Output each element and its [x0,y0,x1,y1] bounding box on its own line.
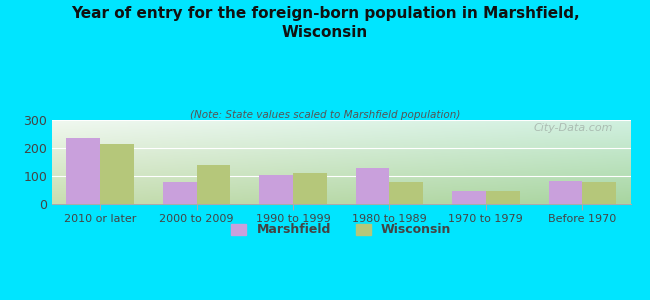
Bar [259,175,293,204]
Bar [293,172,327,204]
Bar [486,191,519,204]
Bar [452,191,486,204]
Text: (Note: State values scaled to Marshfield population): (Note: State values scaled to Marshfield… [190,110,460,119]
Bar [582,182,616,204]
Bar [389,182,423,204]
Bar [549,181,582,204]
Text: Year of entry for the foreign-born population in Marshfield,
Wisconsin: Year of entry for the foreign-born popul… [71,6,579,40]
Bar [100,144,134,204]
Bar [163,182,196,204]
Legend: Marshfield, Wisconsin: Marshfield, Wisconsin [226,218,456,242]
Bar [196,165,230,204]
Text: City-Data.com: City-Data.com [534,122,613,133]
Bar [356,168,389,204]
Bar [66,138,100,204]
